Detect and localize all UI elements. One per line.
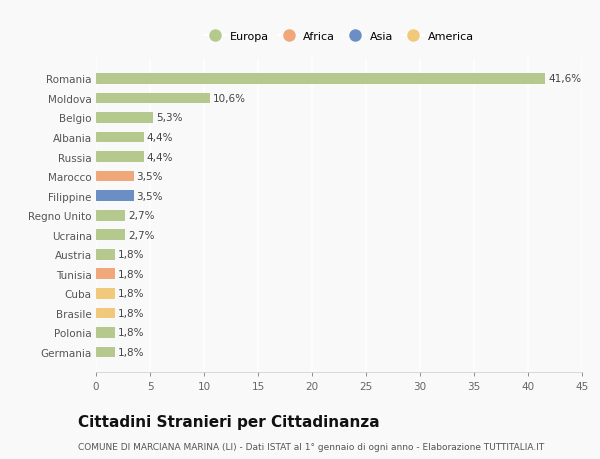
Bar: [96, 113, 153, 123]
Bar: [96, 93, 211, 104]
Text: 1,8%: 1,8%: [118, 250, 145, 260]
Bar: [96, 230, 125, 241]
Text: 1,8%: 1,8%: [118, 328, 145, 338]
Text: 4,4%: 4,4%: [146, 133, 173, 143]
Text: 4,4%: 4,4%: [146, 152, 173, 162]
Bar: [96, 269, 115, 280]
Bar: [96, 288, 115, 299]
Bar: [96, 74, 545, 84]
Text: 3,5%: 3,5%: [137, 191, 163, 201]
Text: Cittadini Stranieri per Cittadinanza: Cittadini Stranieri per Cittadinanza: [78, 414, 380, 429]
Text: 41,6%: 41,6%: [548, 74, 581, 84]
Text: 1,8%: 1,8%: [118, 347, 145, 357]
Bar: [96, 347, 115, 358]
Bar: [96, 210, 125, 221]
Bar: [96, 152, 143, 162]
Text: 3,5%: 3,5%: [137, 172, 163, 182]
Text: 1,8%: 1,8%: [118, 308, 145, 318]
Bar: [96, 327, 115, 338]
Legend: Europa, Africa, Asia, America: Europa, Africa, Asia, America: [200, 28, 478, 47]
Text: 2,7%: 2,7%: [128, 230, 154, 240]
Text: 2,7%: 2,7%: [128, 211, 154, 221]
Text: 10,6%: 10,6%: [213, 94, 246, 104]
Text: 1,8%: 1,8%: [118, 289, 145, 299]
Bar: [96, 132, 143, 143]
Bar: [96, 171, 134, 182]
Bar: [96, 249, 115, 260]
Bar: [96, 308, 115, 319]
Text: 1,8%: 1,8%: [118, 269, 145, 279]
Text: 5,3%: 5,3%: [156, 113, 182, 123]
Text: COMUNE DI MARCIANA MARINA (LI) - Dati ISTAT al 1° gennaio di ogni anno - Elabora: COMUNE DI MARCIANA MARINA (LI) - Dati IS…: [78, 442, 544, 451]
Bar: [96, 191, 134, 202]
